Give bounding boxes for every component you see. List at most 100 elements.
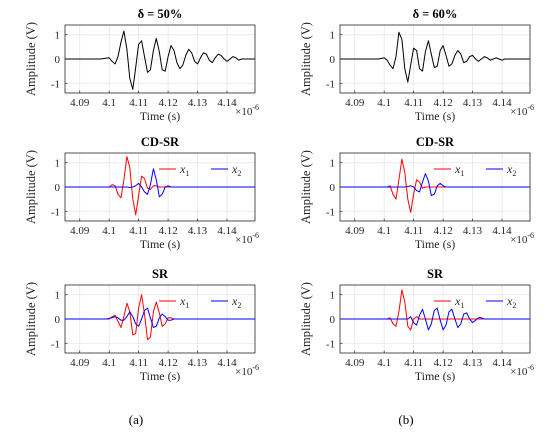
x-axis-label: Time (s) xyxy=(415,109,456,123)
legend-var: x xyxy=(454,294,461,308)
y-axis-label: Amplitude (V) xyxy=(24,282,38,356)
y-tick-label: -1 xyxy=(51,338,60,350)
y-tick-label: 0 xyxy=(330,54,336,66)
chart-panel-3: 4.09 4.1 4.11 4.12 4.13 4.14 1 0 -1 CD-SR Time (s)… xyxy=(24,135,259,251)
y-axis-label: Amplitude (V) xyxy=(299,282,313,356)
x-tick-label: 4.12 xyxy=(433,225,452,237)
axes-box xyxy=(339,24,531,94)
y-tick-label: 1 xyxy=(55,30,61,42)
y-tick-label: -1 xyxy=(326,78,335,90)
y-tick-label: 1 xyxy=(330,30,336,42)
legend-var: x xyxy=(179,162,186,176)
y-tick-label: -1 xyxy=(51,78,60,90)
subfigure-caption-2: (b) xyxy=(398,412,413,427)
chart-title: δ = 60% xyxy=(413,7,458,21)
legend-var: x xyxy=(454,162,461,176)
series-line-2 xyxy=(340,173,530,196)
legend-subscript: 2 xyxy=(512,169,516,178)
x-multiplier-base: ×10 xyxy=(235,366,253,378)
series-line-1 xyxy=(340,158,530,213)
legend-subscript: 1 xyxy=(185,301,189,310)
x-tick-label: 4.09 xyxy=(345,225,365,237)
legend-subscript: 2 xyxy=(237,169,241,178)
x-multiplier-base: ×10 xyxy=(235,106,253,118)
series-line-2 xyxy=(340,307,530,331)
legend-label-1: x1 xyxy=(179,162,189,178)
y-axis-label: Amplitude (V) xyxy=(24,22,38,96)
x-tick-label: 4.12 xyxy=(433,357,452,369)
x-tick-label: 4.11 xyxy=(129,225,148,237)
series-line-1 xyxy=(340,31,530,83)
chart-title: CD-SR xyxy=(416,135,455,149)
x-axis-multiplier: ×10-6 xyxy=(510,103,534,118)
legend: x1 x2 xyxy=(434,294,516,310)
x-multiplier-base: ×10 xyxy=(235,234,253,246)
x-tick-label: 4.1 xyxy=(102,357,116,369)
x-tick-label: 4.13 xyxy=(463,225,483,237)
y-tick-label: -1 xyxy=(51,206,60,218)
chart-title: δ = 50% xyxy=(138,7,183,21)
x-multiplier-exponent: -6 xyxy=(527,103,534,112)
x-tick-label: 4.12 xyxy=(158,97,177,109)
axes-box xyxy=(64,284,256,354)
chart-panel-4: 4.09 4.1 4.11 4.12 4.13 4.14 1 0 -1 CD-SR Time (s)… xyxy=(299,135,534,251)
x-tick-label: 4.1 xyxy=(102,97,116,109)
y-tick-label: -1 xyxy=(326,338,335,350)
x-tick-label: 4.12 xyxy=(158,357,177,369)
x-tick-label: 4.09 xyxy=(345,357,365,369)
legend-label-1: x1 xyxy=(454,294,464,310)
chart-panel-6: 4.09 4.1 4.11 4.12 4.13 4.14 1 0 -1 SR Time (s) Amp… xyxy=(299,267,534,383)
x-tick-label: 4.13 xyxy=(188,97,208,109)
x-axis-multiplier: ×10-6 xyxy=(235,103,259,118)
y-tick-label: 1 xyxy=(330,158,336,170)
x-tick-label: 4.13 xyxy=(463,357,483,369)
x-tick-label: 4.11 xyxy=(404,357,423,369)
x-tick-label: 4.1 xyxy=(377,357,391,369)
y-tick-label: 0 xyxy=(55,314,61,326)
x-tick-label: 4.14 xyxy=(217,357,237,369)
x-multiplier-exponent: -6 xyxy=(252,231,259,240)
x-multiplier-exponent: -6 xyxy=(252,363,259,372)
legend-label-1: x1 xyxy=(454,162,464,178)
x-tick-label: 4.13 xyxy=(463,97,483,109)
legend: x1 x2 xyxy=(434,162,516,178)
chart-panel-1: 4.09 4.1 4.11 4.12 4.13 4.14 1 0 -1 δ = 50% Time (… xyxy=(24,7,259,123)
legend-var: x xyxy=(179,294,186,308)
x-multiplier-exponent: -6 xyxy=(527,363,534,372)
legend-label-2: x2 xyxy=(231,294,241,310)
chart-panel-2: 4.09 4.1 4.11 4.12 4.13 4.14 1 0 -1 δ = 60% Time (… xyxy=(299,7,534,123)
x-tick-label: 4.12 xyxy=(158,225,177,237)
legend-var: x xyxy=(231,294,238,308)
y-tick-label: 0 xyxy=(55,182,61,194)
y-axis-label: Amplitude (V) xyxy=(24,150,38,224)
x-tick-label: 4.11 xyxy=(129,357,148,369)
legend-var: x xyxy=(506,162,513,176)
x-tick-label: 4.14 xyxy=(492,357,512,369)
legend-label-2: x2 xyxy=(506,294,516,310)
series-line-2 xyxy=(65,168,255,198)
subfigure-caption-1: (a) xyxy=(129,412,143,427)
y-tick-label: 1 xyxy=(55,290,61,302)
x-tick-label: 4.14 xyxy=(217,97,237,109)
x-axis-label: Time (s) xyxy=(415,237,456,251)
axes-box xyxy=(64,24,256,94)
legend-label-2: x2 xyxy=(506,162,516,178)
x-tick-label: 4.14 xyxy=(492,225,512,237)
x-axis-multiplier: ×10-6 xyxy=(510,231,534,246)
x-tick-label: 4.11 xyxy=(404,225,423,237)
x-tick-label: 4.1 xyxy=(377,225,391,237)
x-axis-label: Time (s) xyxy=(140,109,181,123)
x-tick-label: 4.1 xyxy=(102,225,116,237)
y-axis-label: Amplitude (V) xyxy=(299,150,313,224)
y-tick-label: -1 xyxy=(326,206,335,218)
x-tick-label: 4.09 xyxy=(70,225,90,237)
legend-label-2: x2 xyxy=(231,162,241,178)
x-axis-multiplier: ×10-6 xyxy=(235,231,259,246)
x-axis-multiplier: ×10-6 xyxy=(235,363,259,378)
chart-panel-5: 4.09 4.1 4.11 4.12 4.13 4.14 1 0 -1 SR Time (s) Amp… xyxy=(24,267,259,383)
x-tick-label: 4.09 xyxy=(70,357,90,369)
axes-box xyxy=(339,152,531,222)
x-tick-label: 4.14 xyxy=(492,97,512,109)
x-tick-label: 4.11 xyxy=(404,97,423,109)
